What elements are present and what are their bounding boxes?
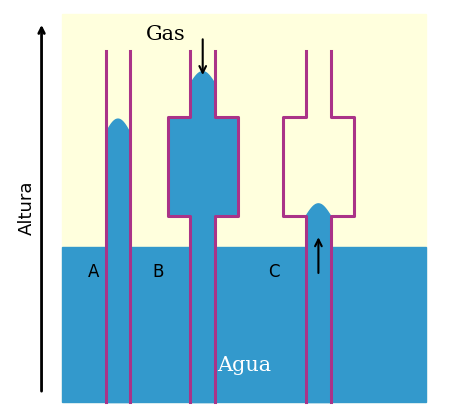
Polygon shape (306, 204, 331, 216)
Bar (106, 134, 131, 402)
Polygon shape (106, 119, 131, 134)
Bar (306, 216, 331, 402)
Text: B: B (152, 263, 163, 281)
Text: Agua: Agua (217, 356, 271, 374)
Bar (190, 84, 215, 117)
Bar (62, 247, 426, 402)
Polygon shape (190, 72, 215, 84)
Bar (190, 216, 215, 402)
Text: A: A (88, 263, 99, 281)
Text: C: C (268, 263, 279, 281)
Bar (62, 14, 426, 402)
Text: Altura: Altura (18, 181, 36, 235)
Bar (167, 117, 238, 216)
Text: Gas: Gas (146, 25, 185, 44)
